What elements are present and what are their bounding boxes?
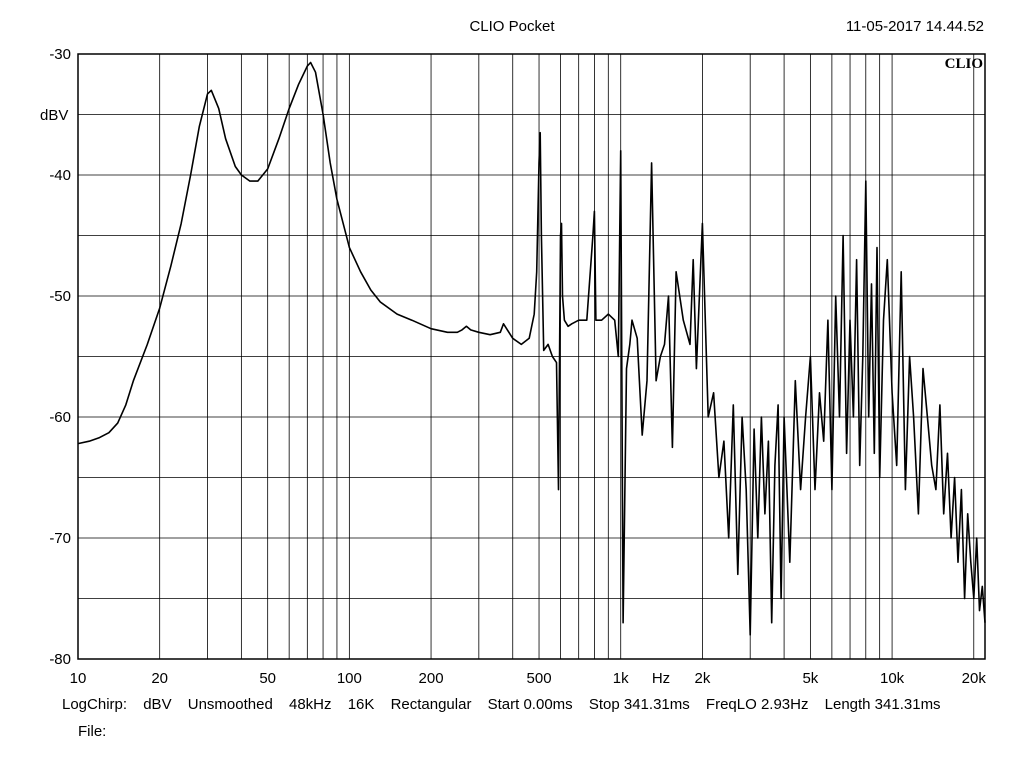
- x-tick-label: 50: [259, 670, 276, 687]
- footer-freqlo: FreqLO 2.93Hz: [705, 696, 809, 713]
- series-line: [77, 61, 986, 636]
- x-tick-label: 100: [337, 670, 362, 687]
- x-tick-label: 5k: [802, 670, 818, 687]
- x-tick-label: 2k: [694, 670, 710, 687]
- x-tick-label: 10: [70, 670, 87, 687]
- y-tick-label: -60: [49, 409, 71, 426]
- footer-mode: LogChirp:: [62, 696, 128, 713]
- y-tick-label: -50: [49, 288, 71, 305]
- footer-window: Rectangular: [390, 696, 472, 713]
- y-tick-label: -30: [49, 46, 71, 63]
- x-tick-label: 200: [419, 670, 444, 687]
- chart-grid: [78, 54, 985, 659]
- y-tick-label: -70: [49, 530, 71, 547]
- x-tick-label: 20k: [962, 670, 987, 687]
- timestamp: 11-05-2017 14.44.52: [845, 18, 984, 35]
- footer-size: 16K: [347, 696, 375, 713]
- footer-start: Start 0.00ms: [487, 696, 573, 713]
- brand-mark: CLIO: [945, 56, 983, 72]
- x-tick-label: 500: [527, 670, 552, 687]
- footer-smoothing: Unsmoothed: [187, 696, 273, 713]
- y-tick-labels: -30 -40 -50 -60 -70 -80: [49, 46, 71, 668]
- file-label: File:: [78, 723, 107, 740]
- x-tick-label: 20: [151, 670, 168, 687]
- x-unit-label: Hz: [652, 670, 670, 687]
- series-group: [77, 61, 986, 636]
- footer-stop: Stop 341.31ms: [588, 696, 690, 713]
- y-axis-label: dBV: [40, 107, 68, 124]
- chart-title: CLIO Pocket: [469, 18, 555, 35]
- footer-length: Length 341.31ms: [824, 696, 941, 713]
- footer-units: dBV: [143, 696, 172, 713]
- x-tick-label: 1k: [613, 670, 629, 687]
- plot-frame: [77, 53, 986, 660]
- footer-samplerate: 48kHz: [288, 696, 332, 713]
- x-tick-labels: 10 20 50 100 200 500 1k 2k 5k 10k 20k: [70, 670, 987, 687]
- x-tick-label: 10k: [880, 670, 905, 687]
- y-tick-label: -40: [49, 167, 71, 184]
- measurement-settings: LogChirp: dBV Unsmoothed 48kHz 16K Recta…: [62, 696, 953, 713]
- y-tick-label: -80: [49, 651, 71, 668]
